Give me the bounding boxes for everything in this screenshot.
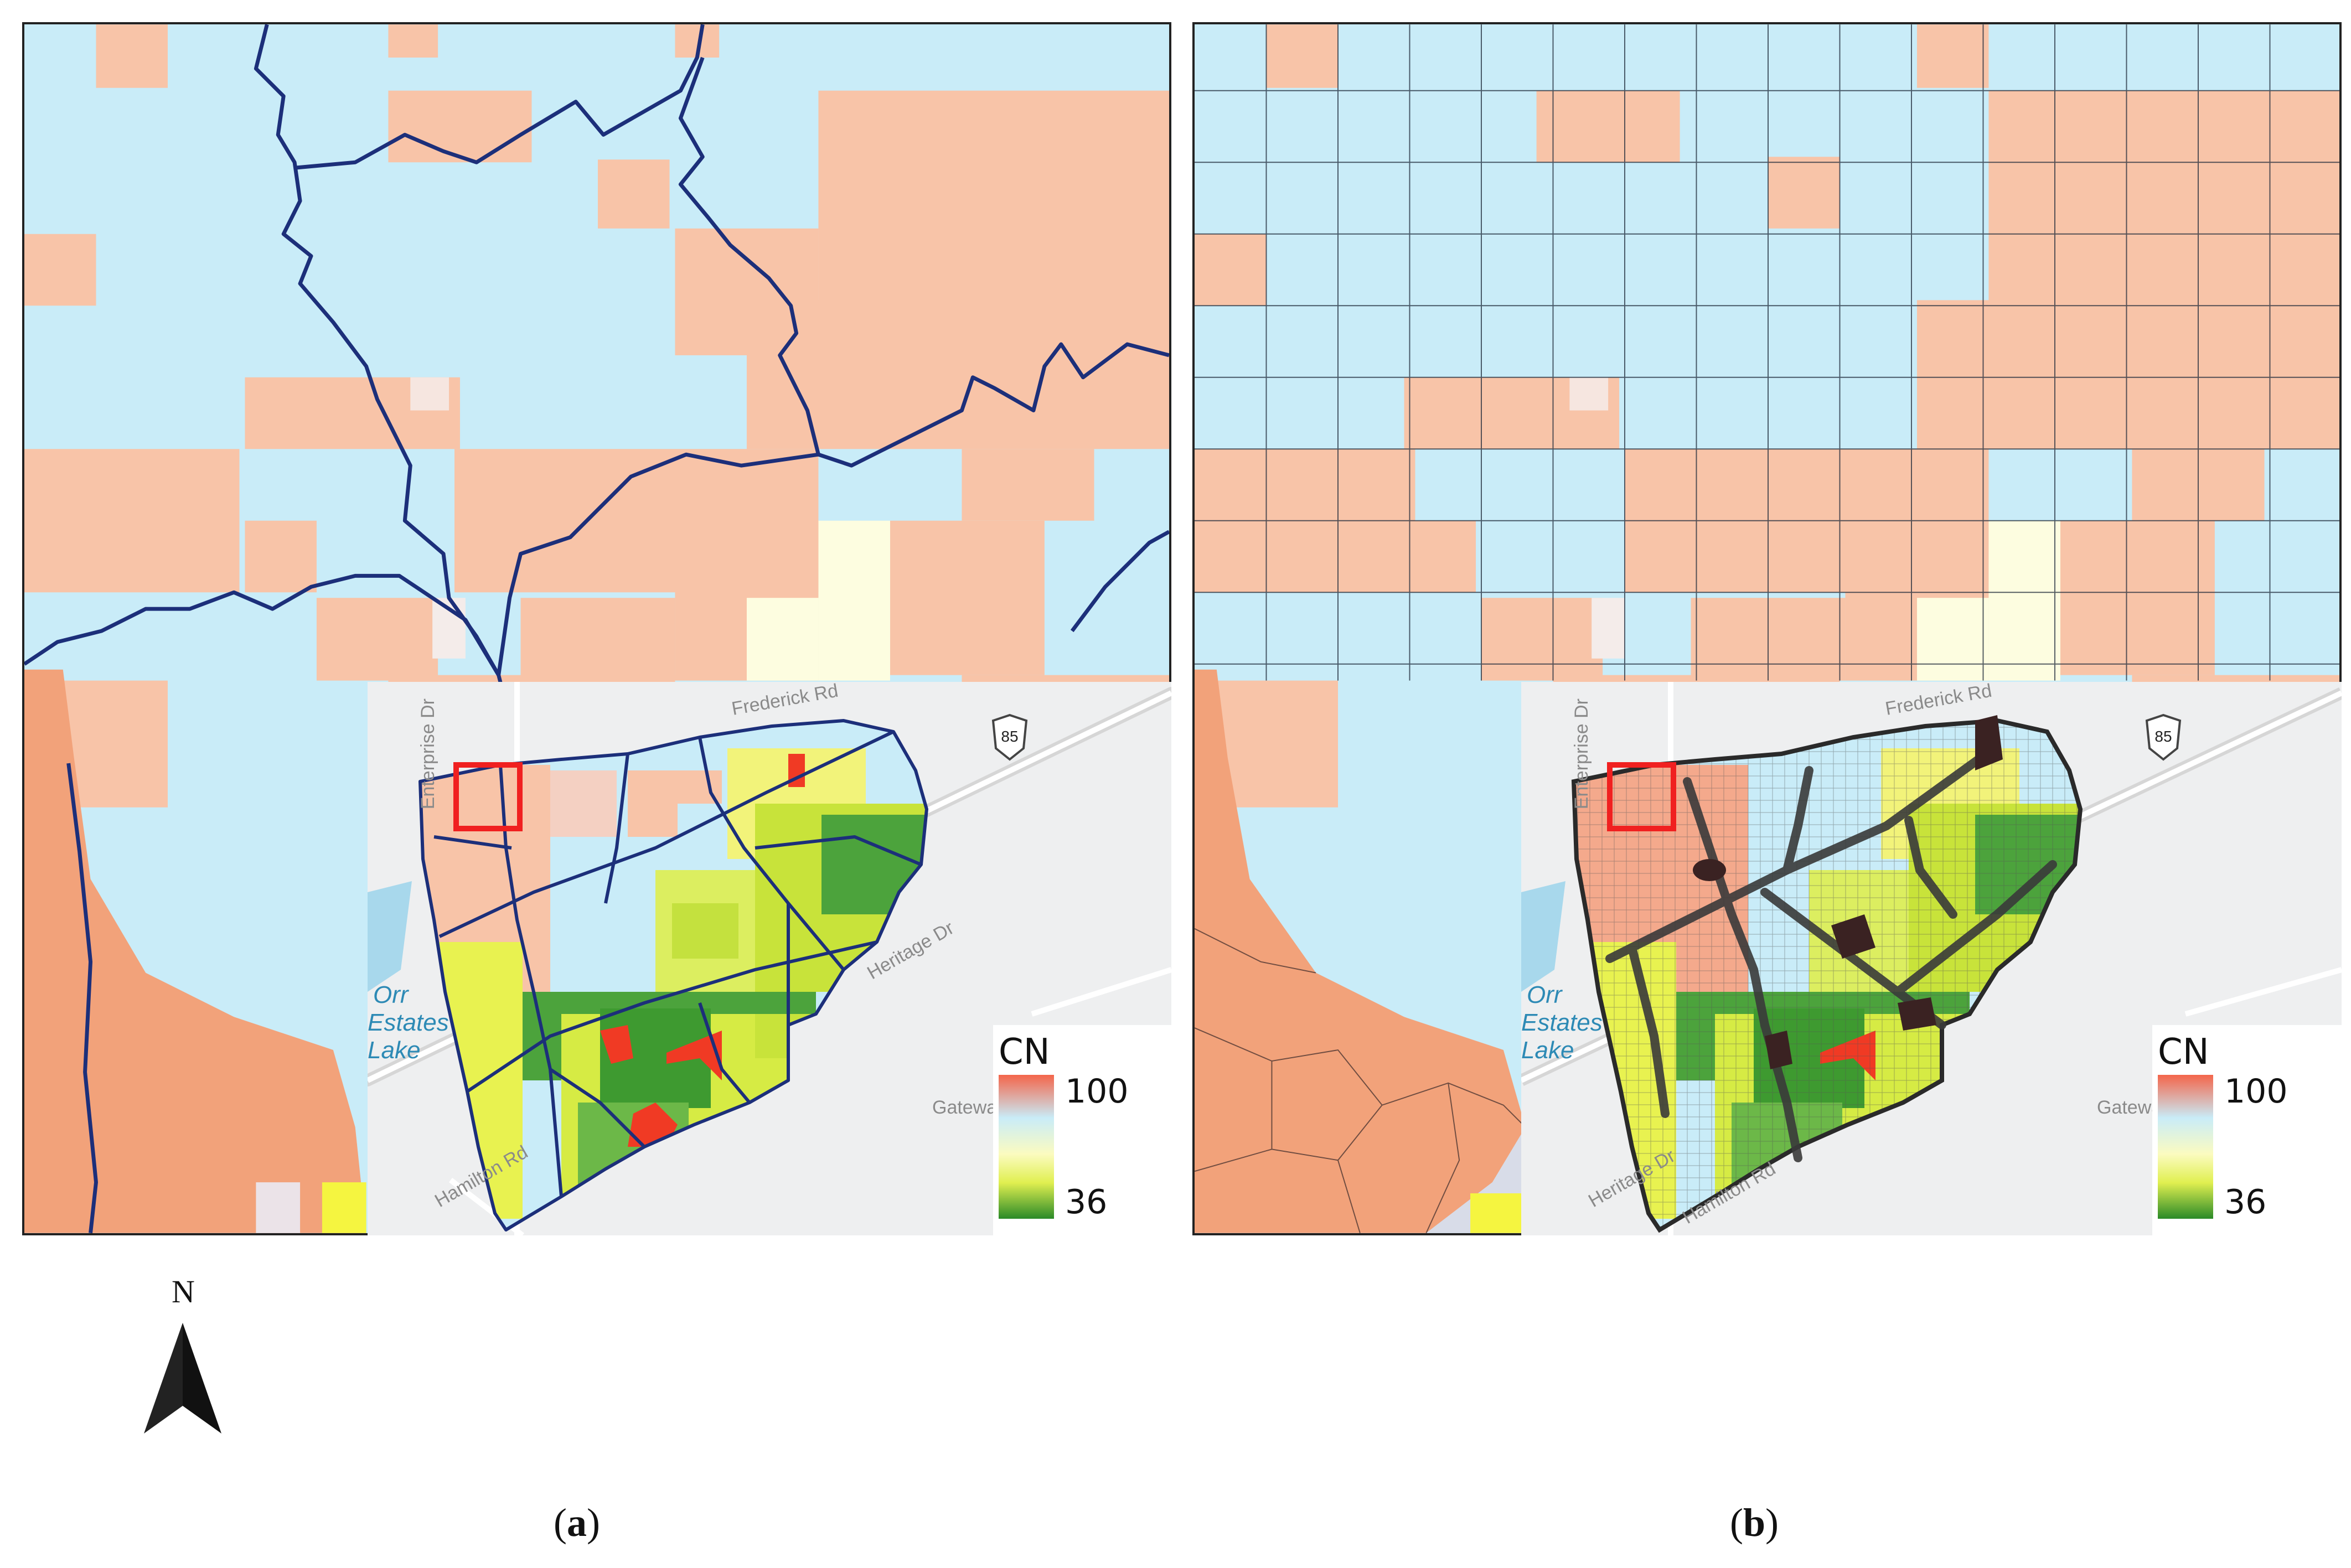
interstate-shield-icon: 85 [991,713,1028,761]
legend-max: 100 [1065,1072,1129,1111]
north-arrow-icon [144,1323,221,1434]
legend-min-b: 36 [2224,1183,2266,1222]
label-lake-2-b: Estates [1521,1009,1603,1036]
label-enterprise-dr-b: Enterprise Dr [1571,698,1592,809]
label-lake-2: Estates [368,1009,449,1036]
legend-colorbar [999,1075,1054,1219]
legend-colorbar-b [2158,1075,2213,1219]
interstate-number: 85 [1001,728,1018,745]
interstate-number-b: 85 [2154,728,2172,745]
label-enterprise-dr: Enterprise Dr [417,698,438,809]
interstate-shield-icon: 85 [2145,713,2182,761]
inset-a-map: Enterprise Dr Frederick Rd 85 Orr Estate… [368,682,1171,1235]
caption-b: (b) [1730,1500,1779,1545]
legend-min: 36 [1065,1183,1107,1222]
label-lake-3-b: Lake [1521,1037,1574,1064]
legend-cn: CN 100 36 [993,1025,1171,1235]
north-label: N [172,1274,195,1310]
legend-max-b: 100 [2224,1072,2288,1111]
label-lake-3: Lake [368,1037,420,1064]
legend-title: CN [999,1032,1050,1073]
caption-a: (a) [554,1500,600,1545]
legend-title-b: CN [2158,1032,2209,1073]
legend-cn-b: CN 100 36 [2152,1025,2342,1235]
inset-b-map: Enterprise Dr Frederick Rd 85 Orr Estate… [1521,682,2342,1235]
label-lake-1: Orr [373,981,410,1008]
label-lake-1-b: Orr [1527,981,1563,1008]
